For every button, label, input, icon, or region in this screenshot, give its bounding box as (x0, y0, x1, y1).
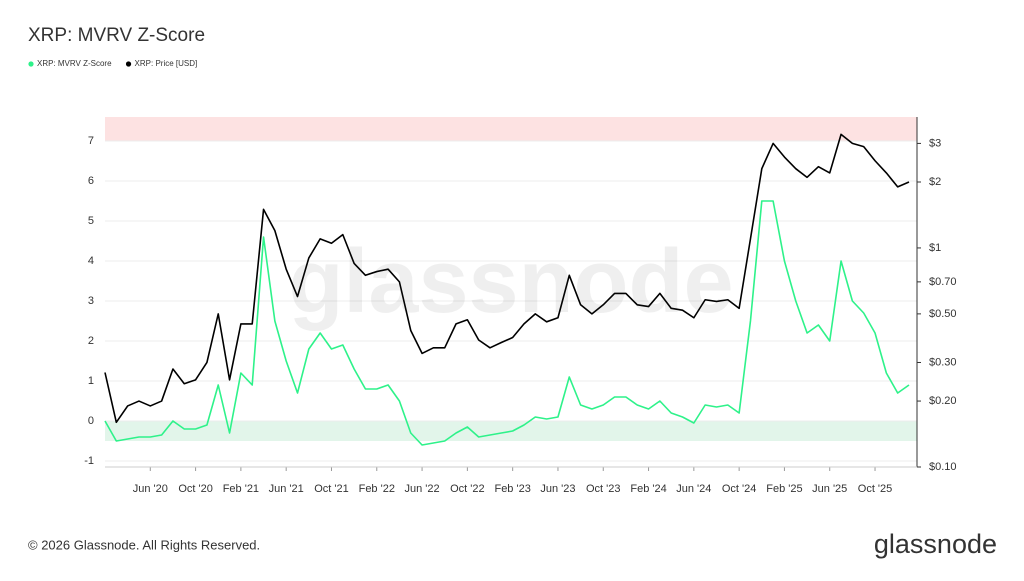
x-tick-label: Jun '23 (540, 483, 575, 495)
x-tick-label: Oct '24 (722, 483, 757, 495)
x-tick-label: Oct '20 (178, 483, 213, 495)
legend-marker (28, 61, 34, 67)
x-tick-label: Feb '25 (766, 483, 802, 495)
logo: glassnode (874, 529, 997, 559)
x-tick-label: Jun '24 (676, 483, 711, 495)
x-tick-label: Oct '22 (450, 483, 485, 495)
y-tick-label: 0 (88, 415, 94, 427)
x-tick-label: Jun '21 (269, 483, 304, 495)
y2-tick-label: $2 (929, 176, 941, 188)
y-tick-label: 2 (88, 335, 94, 347)
y-tick-label: 5 (88, 215, 94, 227)
y2-tick-label: $0.10 (929, 461, 957, 473)
y-tick-label: 1 (88, 375, 94, 387)
x-tick-label: Oct '21 (314, 483, 349, 495)
x-tick-label: Oct '25 (858, 483, 893, 495)
footer: © 2026 Glassnode. All Rights Reserved. (28, 537, 260, 552)
chart-title: XRP: MVRV Z-Score (28, 25, 205, 46)
y2-tick-label: $0.70 (929, 276, 957, 288)
x-tick-label: Jun '22 (405, 483, 440, 495)
legend-marker (125, 61, 132, 67)
x-tick-label: Feb '21 (223, 483, 259, 495)
y-tick-label: -1 (84, 455, 94, 467)
x-tick-label: Feb '24 (630, 483, 666, 495)
watermark: glassnode (288, 232, 733, 332)
y2-tick-label: $3 (929, 137, 941, 149)
series-line (104, 133, 910, 424)
x-tick-label: Oct '23 (586, 483, 621, 495)
x-tick-label: Feb '23 (494, 483, 530, 495)
y-tick-label: 6 (88, 175, 94, 187)
y-tick-label: 4 (88, 255, 94, 267)
x-tick-label: Feb '22 (359, 483, 395, 495)
y2-tick-label: $1 (929, 242, 941, 254)
series-line (104, 200, 910, 446)
y2-tick-label: $0.50 (929, 308, 957, 320)
zone-band (105, 117, 917, 141)
x-tick-label: Jun '20 (133, 483, 168, 495)
legend-label: XRP: Price [USD] (135, 59, 198, 68)
legend-label: XRP: MVRV Z-Score (37, 59, 112, 68)
y2-tick-label: $0.30 (929, 356, 957, 368)
y-tick-label: 3 (88, 295, 94, 307)
x-tick-label: Jun '25 (812, 483, 847, 495)
y2-tick-label: $0.20 (929, 395, 957, 407)
y-tick-label: 7 (88, 135, 94, 147)
